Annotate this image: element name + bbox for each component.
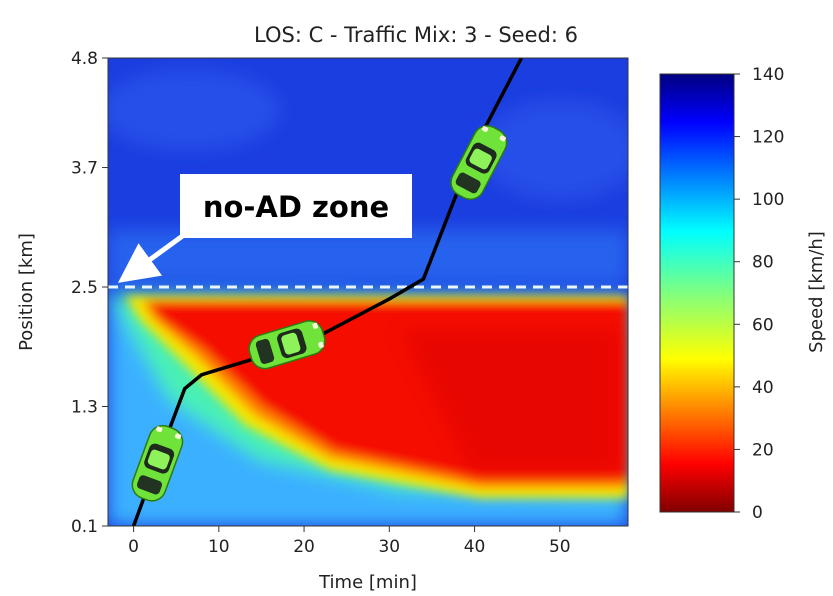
no-ad-zone-callout: no-AD zone xyxy=(117,174,412,283)
x-tick-label: 10 xyxy=(208,537,230,557)
colorbar-tick-label: 120 xyxy=(752,128,784,148)
colorbar-tick-label: 0 xyxy=(752,503,763,523)
x-axis-ticks: 0 10 20 30 40 50 xyxy=(128,526,571,557)
colorbar-tick-label: 60 xyxy=(752,315,774,335)
y-tick-label: 1.3 xyxy=(71,398,98,418)
plot-frame xyxy=(107,57,629,527)
x-tick-label: 40 xyxy=(464,537,486,557)
y-axis-label: Position [km] xyxy=(16,233,37,351)
y-tick-label: 3.7 xyxy=(71,159,98,179)
x-tick-label: 0 xyxy=(128,537,139,557)
colorbar-tick-label: 140 xyxy=(752,65,784,85)
vehicle-marker xyxy=(450,125,508,200)
chart-title: LOS: C - Traffic Mix: 3 - Seed: 6 xyxy=(254,23,578,47)
annotation-box xyxy=(180,174,412,238)
x-axis-label: Time [min] xyxy=(318,572,417,593)
colorbar-tick-label: 20 xyxy=(752,440,774,460)
x-tick-label: 50 xyxy=(549,537,571,557)
colorbar xyxy=(659,73,735,513)
annotation-arrow xyxy=(117,229,190,283)
x-tick-label: 30 xyxy=(378,537,400,557)
colorbar-ticks: 0 20 40 60 80 100 120 140 xyxy=(734,65,784,523)
y-tick-label: 4.8 xyxy=(71,49,98,69)
x-tick-label: 20 xyxy=(293,537,315,557)
annotation-text: no-AD zone xyxy=(203,190,389,224)
y-tick-label: 0.1 xyxy=(71,517,98,537)
colorbar-tick-label: 80 xyxy=(752,253,774,273)
y-tick-label: 2.5 xyxy=(71,278,98,298)
colorbar-tick-label: 100 xyxy=(752,190,784,210)
vehicle-marker xyxy=(248,320,326,370)
y-axis-ticks: 0.1 1.3 2.5 3.7 4.8 xyxy=(71,49,108,537)
colorbar-label: Speed [km/h] xyxy=(806,231,827,353)
vehicle-marker xyxy=(131,424,184,502)
colorbar-tick-label: 40 xyxy=(752,378,774,398)
speed-heatmap xyxy=(108,58,628,526)
vehicle-markers xyxy=(131,125,508,502)
